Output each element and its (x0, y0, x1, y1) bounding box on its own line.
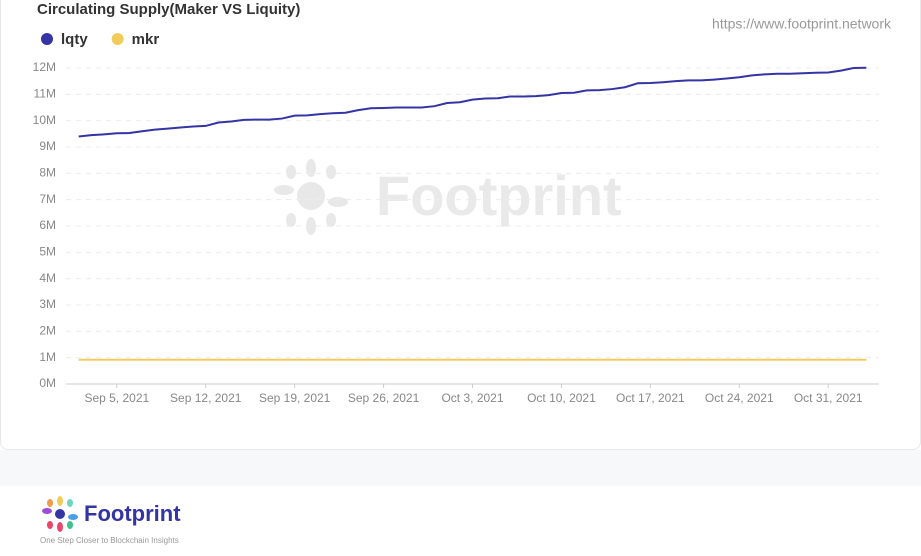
y-tick-label: 3M (39, 297, 56, 311)
y-tick-label: 5M (39, 245, 56, 259)
x-tick-label: Sep 26, 2021 (348, 391, 420, 405)
y-tick-label: 1M (39, 350, 56, 364)
x-tick-label: Sep 19, 2021 (259, 391, 331, 405)
y-tick-label: 8M (39, 166, 56, 180)
legend-label: lqty (61, 31, 88, 48)
y-tick-label: 11M (34, 87, 56, 101)
footer-brand: Footprint (84, 501, 181, 526)
y-tick-label: 12M (33, 60, 56, 74)
background-band (0, 450, 921, 486)
legend-marker (41, 33, 53, 45)
y-tick-label: 9M (39, 139, 56, 153)
chart-card: Footprint Circulating Supply(Maker VS Li… (0, 0, 921, 450)
source-url: https://www.footprint.network (712, 16, 892, 32)
legend-label: mkr (132, 31, 160, 48)
watermark-text: Footprint (376, 164, 622, 227)
x-tick-label: Sep 5, 2021 (84, 391, 149, 405)
x-tick-label: Oct 17, 2021 (616, 391, 685, 405)
x-tick-label: Oct 24, 2021 (705, 391, 774, 405)
footer-tagline: One Step Closer to Blockchain Insights (40, 536, 179, 545)
y-tick-label: 2M (39, 324, 56, 338)
chart: Footprint Circulating Supply(Maker VS Li… (33, 1, 892, 405)
series-line (78, 66, 867, 138)
legend-marker (111, 33, 124, 45)
y-tick-label: 4M (39, 271, 56, 285)
x-tick-label: Sep 12, 2021 (170, 391, 242, 405)
y-tick-label: 7M (39, 192, 56, 206)
legend: lqty mkr (41, 31, 159, 48)
x-tick-label: Oct 3, 2021 (441, 391, 503, 405)
watermark (274, 159, 348, 235)
y-tick-label: 0M (39, 376, 56, 390)
chart-title: Circulating Supply(Maker VS Liquity) (37, 1, 300, 18)
x-tick-label: Oct 10, 2021 (527, 391, 596, 405)
y-tick-label: 10M (33, 113, 56, 127)
y-tick-label: 6M (39, 218, 56, 232)
footer-logo (42, 496, 78, 532)
x-tick-label: Oct 31, 2021 (794, 391, 863, 405)
